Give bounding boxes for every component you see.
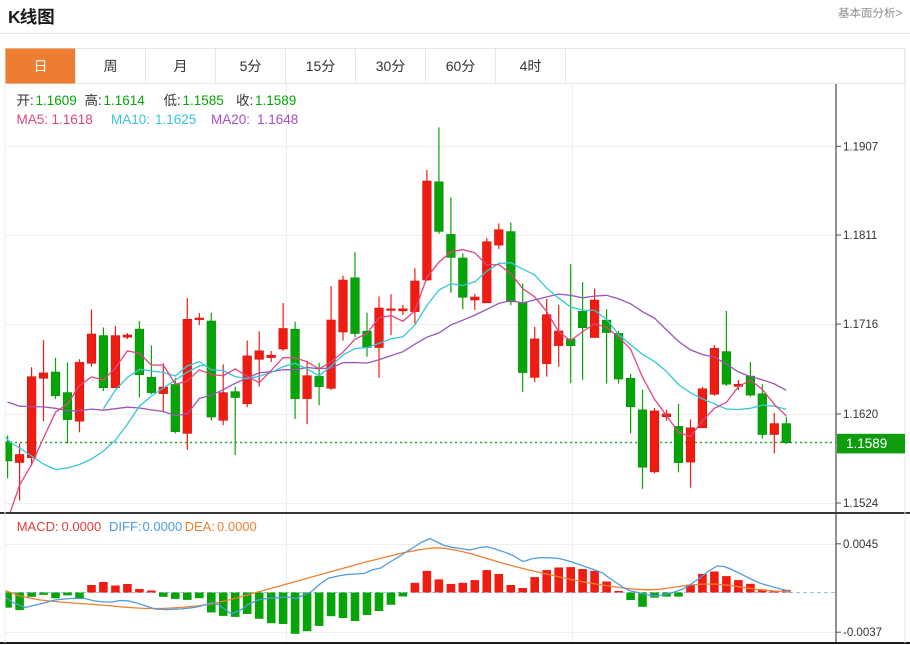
svg-text:MA5:: MA5:	[17, 112, 49, 127]
svg-text:5: 5	[240, 58, 248, 74]
svg-text:60: 60	[446, 58, 462, 74]
svg-text:1.1589: 1.1589	[846, 436, 887, 451]
svg-text:0.0045: 0.0045	[843, 539, 878, 551]
svg-text::: :	[177, 93, 181, 108]
svg-text:4: 4	[520, 58, 528, 74]
svg-text::: :	[250, 93, 254, 108]
svg-text:MACD:: MACD:	[17, 519, 59, 534]
svg-text:1.1625: 1.1625	[155, 112, 196, 127]
svg-text:1.1618: 1.1618	[52, 112, 93, 127]
svg-text:>: >	[896, 8, 903, 20]
svg-text:MA20:: MA20:	[211, 112, 250, 127]
svg-text:1.1589: 1.1589	[255, 93, 296, 108]
svg-text:K: K	[8, 7, 21, 27]
svg-text:MA10:: MA10:	[111, 112, 150, 127]
svg-text:1.1524: 1.1524	[843, 498, 879, 510]
svg-text:DIFF:: DIFF:	[109, 519, 142, 534]
svg-text:0.0000: 0.0000	[143, 519, 183, 534]
svg-text::: :	[30, 93, 34, 108]
svg-text:30: 30	[376, 58, 392, 74]
svg-text:-0.0037: -0.0037	[843, 627, 882, 639]
svg-text:0.0000: 0.0000	[217, 519, 257, 534]
svg-text:1.1716: 1.1716	[843, 319, 878, 331]
svg-text::: :	[98, 93, 102, 108]
svg-text:1.1620: 1.1620	[843, 409, 878, 421]
svg-text:1.1811: 1.1811	[843, 230, 877, 242]
svg-text:0.0000: 0.0000	[62, 519, 102, 534]
svg-text:1.1648: 1.1648	[257, 112, 298, 127]
svg-text:15: 15	[306, 58, 322, 74]
svg-text:1.1585: 1.1585	[183, 93, 224, 108]
svg-text:DEA:: DEA:	[185, 519, 215, 534]
svg-text:1.1614: 1.1614	[104, 93, 146, 108]
svg-text:1.1907: 1.1907	[843, 141, 878, 153]
svg-text:1.1609: 1.1609	[36, 93, 77, 108]
